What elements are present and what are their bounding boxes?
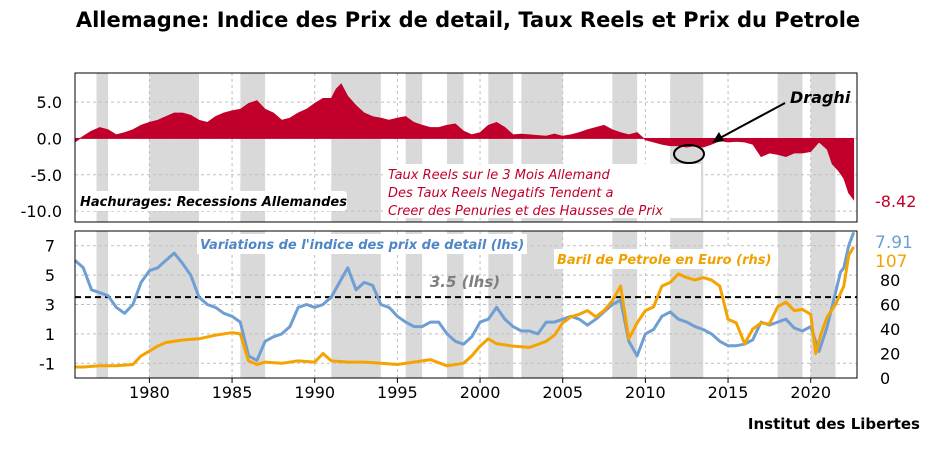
top-plot-frame — [74, 72, 858, 223]
recession-note-bg — [77, 191, 347, 211]
draghi-arrow — [717, 102, 786, 140]
recession-note: Hachurages: Recessions Allemandes — [80, 195, 347, 210]
real-rate-annotation-line: Creer des Penuries et des Hausses de Pri… — [388, 204, 663, 219]
left-ytick-label: -1 — [39, 354, 55, 373]
cpi-oil-panel: 7 5 3 1 -1 80 60 40 20 0 3.5 (lhs) 1980 1985 1990 1995… — [39, 230, 913, 402]
xtick-label: 1990 — [294, 383, 335, 402]
xtick-label: 2020 — [790, 383, 831, 402]
left-ytick-label: 3 — [45, 296, 55, 315]
right-ytick-label: 40 — [880, 320, 900, 339]
annotation-layer: Hachurages: Recessions Allemandes Taux Re… — [77, 88, 851, 219]
right-ytick-label: 60 — [880, 296, 900, 315]
xtick-label: 1980 — [129, 383, 170, 402]
left-ytick-label: 1 — [45, 325, 55, 344]
chart-title: Allemagne: Indice des Prix de detail, Ta… — [75, 8, 861, 32]
bottom-plot-frame — [74, 230, 858, 379]
top-ytick-label: -10.0 — [21, 202, 62, 221]
right-ytick-label: 20 — [880, 345, 900, 364]
right-ytick-label: 0 — [880, 369, 890, 388]
top-ytick-label: -5.0 — [31, 166, 62, 185]
recession-band-bottom — [96, 231, 109, 378]
source-credit: Institut des Libertes — [747, 415, 920, 433]
recession-band-top — [96, 73, 109, 222]
real-rate-annotation-line: Taux Reels sur le 3 Mois Allemand — [388, 168, 610, 183]
reference-line-label: 3.5 (lhs) — [430, 273, 500, 291]
cpi-label-bg — [197, 234, 527, 254]
cpi-last-value: 7.91 — [875, 233, 913, 253]
cpi-line — [74, 231, 856, 362]
right-ytick-label: 80 — [880, 271, 900, 290]
oil-line — [75, 246, 855, 369]
oil-label-bg — [554, 249, 778, 269]
xtick-label: 1995 — [377, 383, 418, 402]
left-ytick-label: 5 — [45, 266, 55, 285]
xtick-label: 2010 — [625, 383, 666, 402]
real-rate-last-value: -8.42 — [875, 192, 916, 211]
cpi-series-label: Variations de l'indice des prix de detai… — [200, 238, 524, 253]
draghi-label: Draghi — [790, 88, 851, 107]
draghi-circle — [673, 144, 705, 164]
draghi-arrowhead — [712, 132, 724, 143]
top-ytick-label: 0.0 — [37, 129, 62, 148]
top-ytick-label: 5.0 — [37, 93, 62, 112]
real-rate-annotation-bg — [383, 164, 701, 218]
real-rate-area — [74, 83, 855, 201]
left-ytick-label: 7 — [45, 237, 55, 256]
xtick-label: 2005 — [542, 383, 583, 402]
xtick-label: 1985 — [212, 383, 253, 402]
xtick-label: 2015 — [708, 383, 749, 402]
real-rate-annotation-line: Des Taux Reels Negatifs Tendent a — [388, 186, 613, 201]
oil-series-label: Baril de Petrole en Euro (rhs) — [557, 253, 771, 268]
oil-last-value: 107 — [875, 252, 907, 272]
xtick-label: 2000 — [460, 383, 501, 402]
